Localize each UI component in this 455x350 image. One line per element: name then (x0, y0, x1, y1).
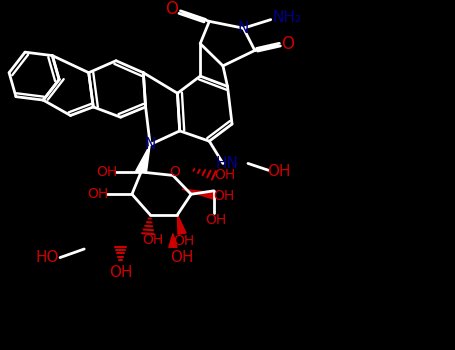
Text: OH: OH (87, 187, 108, 201)
Polygon shape (136, 145, 150, 173)
Polygon shape (169, 233, 177, 247)
Polygon shape (182, 189, 215, 199)
Text: OH: OH (174, 234, 195, 248)
Text: OH: OH (206, 213, 227, 227)
Text: OH: OH (142, 233, 163, 247)
Polygon shape (177, 215, 186, 234)
Text: N: N (145, 137, 156, 152)
Text: O: O (170, 165, 181, 179)
Text: OH: OH (215, 168, 236, 182)
Text: O: O (166, 0, 178, 18)
Text: OH: OH (214, 189, 235, 203)
Text: OH: OH (96, 165, 117, 179)
Text: NH₂: NH₂ (272, 10, 301, 26)
Text: HO: HO (35, 250, 59, 265)
Text: HN: HN (215, 156, 238, 171)
Text: OH: OH (170, 250, 194, 265)
Text: OH: OH (267, 164, 291, 180)
Text: OH: OH (109, 265, 132, 280)
Text: O: O (282, 35, 294, 52)
Text: N: N (238, 21, 249, 36)
